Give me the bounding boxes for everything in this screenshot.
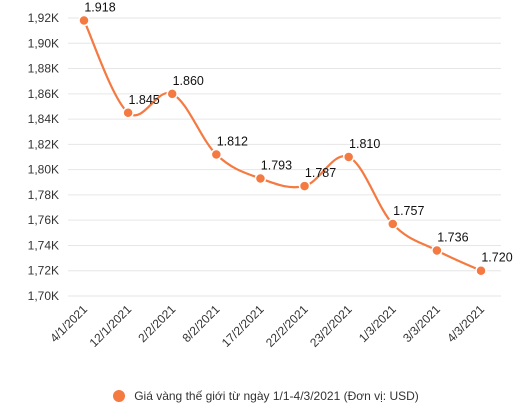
x-tick-label: 22/2/2021 xyxy=(263,302,311,350)
x-tick-label: 3/3/2021 xyxy=(400,302,443,345)
data-label: 1.860 xyxy=(173,74,204,88)
x-tick-label: 2/2/2021 xyxy=(135,302,178,345)
y-tick-label: 1,84K xyxy=(28,112,59,126)
data-point xyxy=(210,148,223,161)
x-tick-label: 1/3/2021 xyxy=(356,302,399,345)
y-tick-label: 1,86K xyxy=(28,87,59,101)
y-tick-label: 1,70K xyxy=(28,289,59,303)
legend-marker xyxy=(113,390,126,402)
data-label: 1.736 xyxy=(437,231,468,245)
x-tick-label: 8/2/2021 xyxy=(180,302,223,345)
y-tick-label: 1,76K xyxy=(28,213,59,227)
data-point xyxy=(298,180,311,192)
y-tick-label: 1,90K xyxy=(28,36,59,50)
y-tick-label: 1,88K xyxy=(28,62,59,76)
data-point xyxy=(431,244,443,257)
legend-label: Giá vàng thế giới từ ngày 1/1-4/3/2021 (… xyxy=(134,389,419,403)
data-point xyxy=(122,107,134,119)
data-point xyxy=(78,14,90,27)
data-point xyxy=(166,88,178,100)
data-label: 1.787 xyxy=(305,166,336,180)
line-chart: 1,70K 1,72K 1,74K 1,76K 1,78K 1,80K 1,82K 1,84K… xyxy=(28,1,513,350)
data-point xyxy=(254,172,267,185)
data-label: 1.812 xyxy=(217,134,248,148)
legend: Giá vàng thế giới từ ngày 1/1-4/3/2021 (… xyxy=(0,386,532,406)
x-tick-label: 4/1/2021 xyxy=(47,302,90,345)
data-point xyxy=(475,264,487,277)
x-tick-label: 4/3/2021 xyxy=(444,302,487,345)
series-line xyxy=(83,20,482,272)
data-points xyxy=(78,14,487,277)
x-tick-label: 12/1/2021 xyxy=(87,302,135,350)
data-label: 1.845 xyxy=(128,93,159,107)
y-tick-label: 1,74K xyxy=(28,238,59,252)
data-label: 1.757 xyxy=(393,204,424,218)
y-axis-ticks: 1,70K 1,72K 1,74K 1,76K 1,78K 1,80K 1,82K 1,84K… xyxy=(28,11,59,303)
data-label: 1.810 xyxy=(349,137,380,151)
y-tick-label: 1,82K xyxy=(28,137,59,151)
data-point xyxy=(342,151,355,163)
x-tick-label: 23/2/2021 xyxy=(307,302,355,350)
y-tick-label: 1,78K xyxy=(28,188,59,202)
y-tick-label: 1,80K xyxy=(28,163,59,177)
y-tick-label: 1,92K xyxy=(28,11,59,25)
data-label: 1.918 xyxy=(84,1,115,15)
data-label: 1.793 xyxy=(261,158,292,172)
x-tick-label: 17/2/2021 xyxy=(219,302,267,350)
data-point xyxy=(387,218,399,230)
data-labels: 1.918 1.845 1.860 1.812 1.793 1.787 1.810 1.757… xyxy=(84,1,512,265)
data-label: 1.720 xyxy=(481,251,512,265)
grid-lines xyxy=(68,17,501,297)
y-tick-label: 1,72K xyxy=(28,264,59,278)
